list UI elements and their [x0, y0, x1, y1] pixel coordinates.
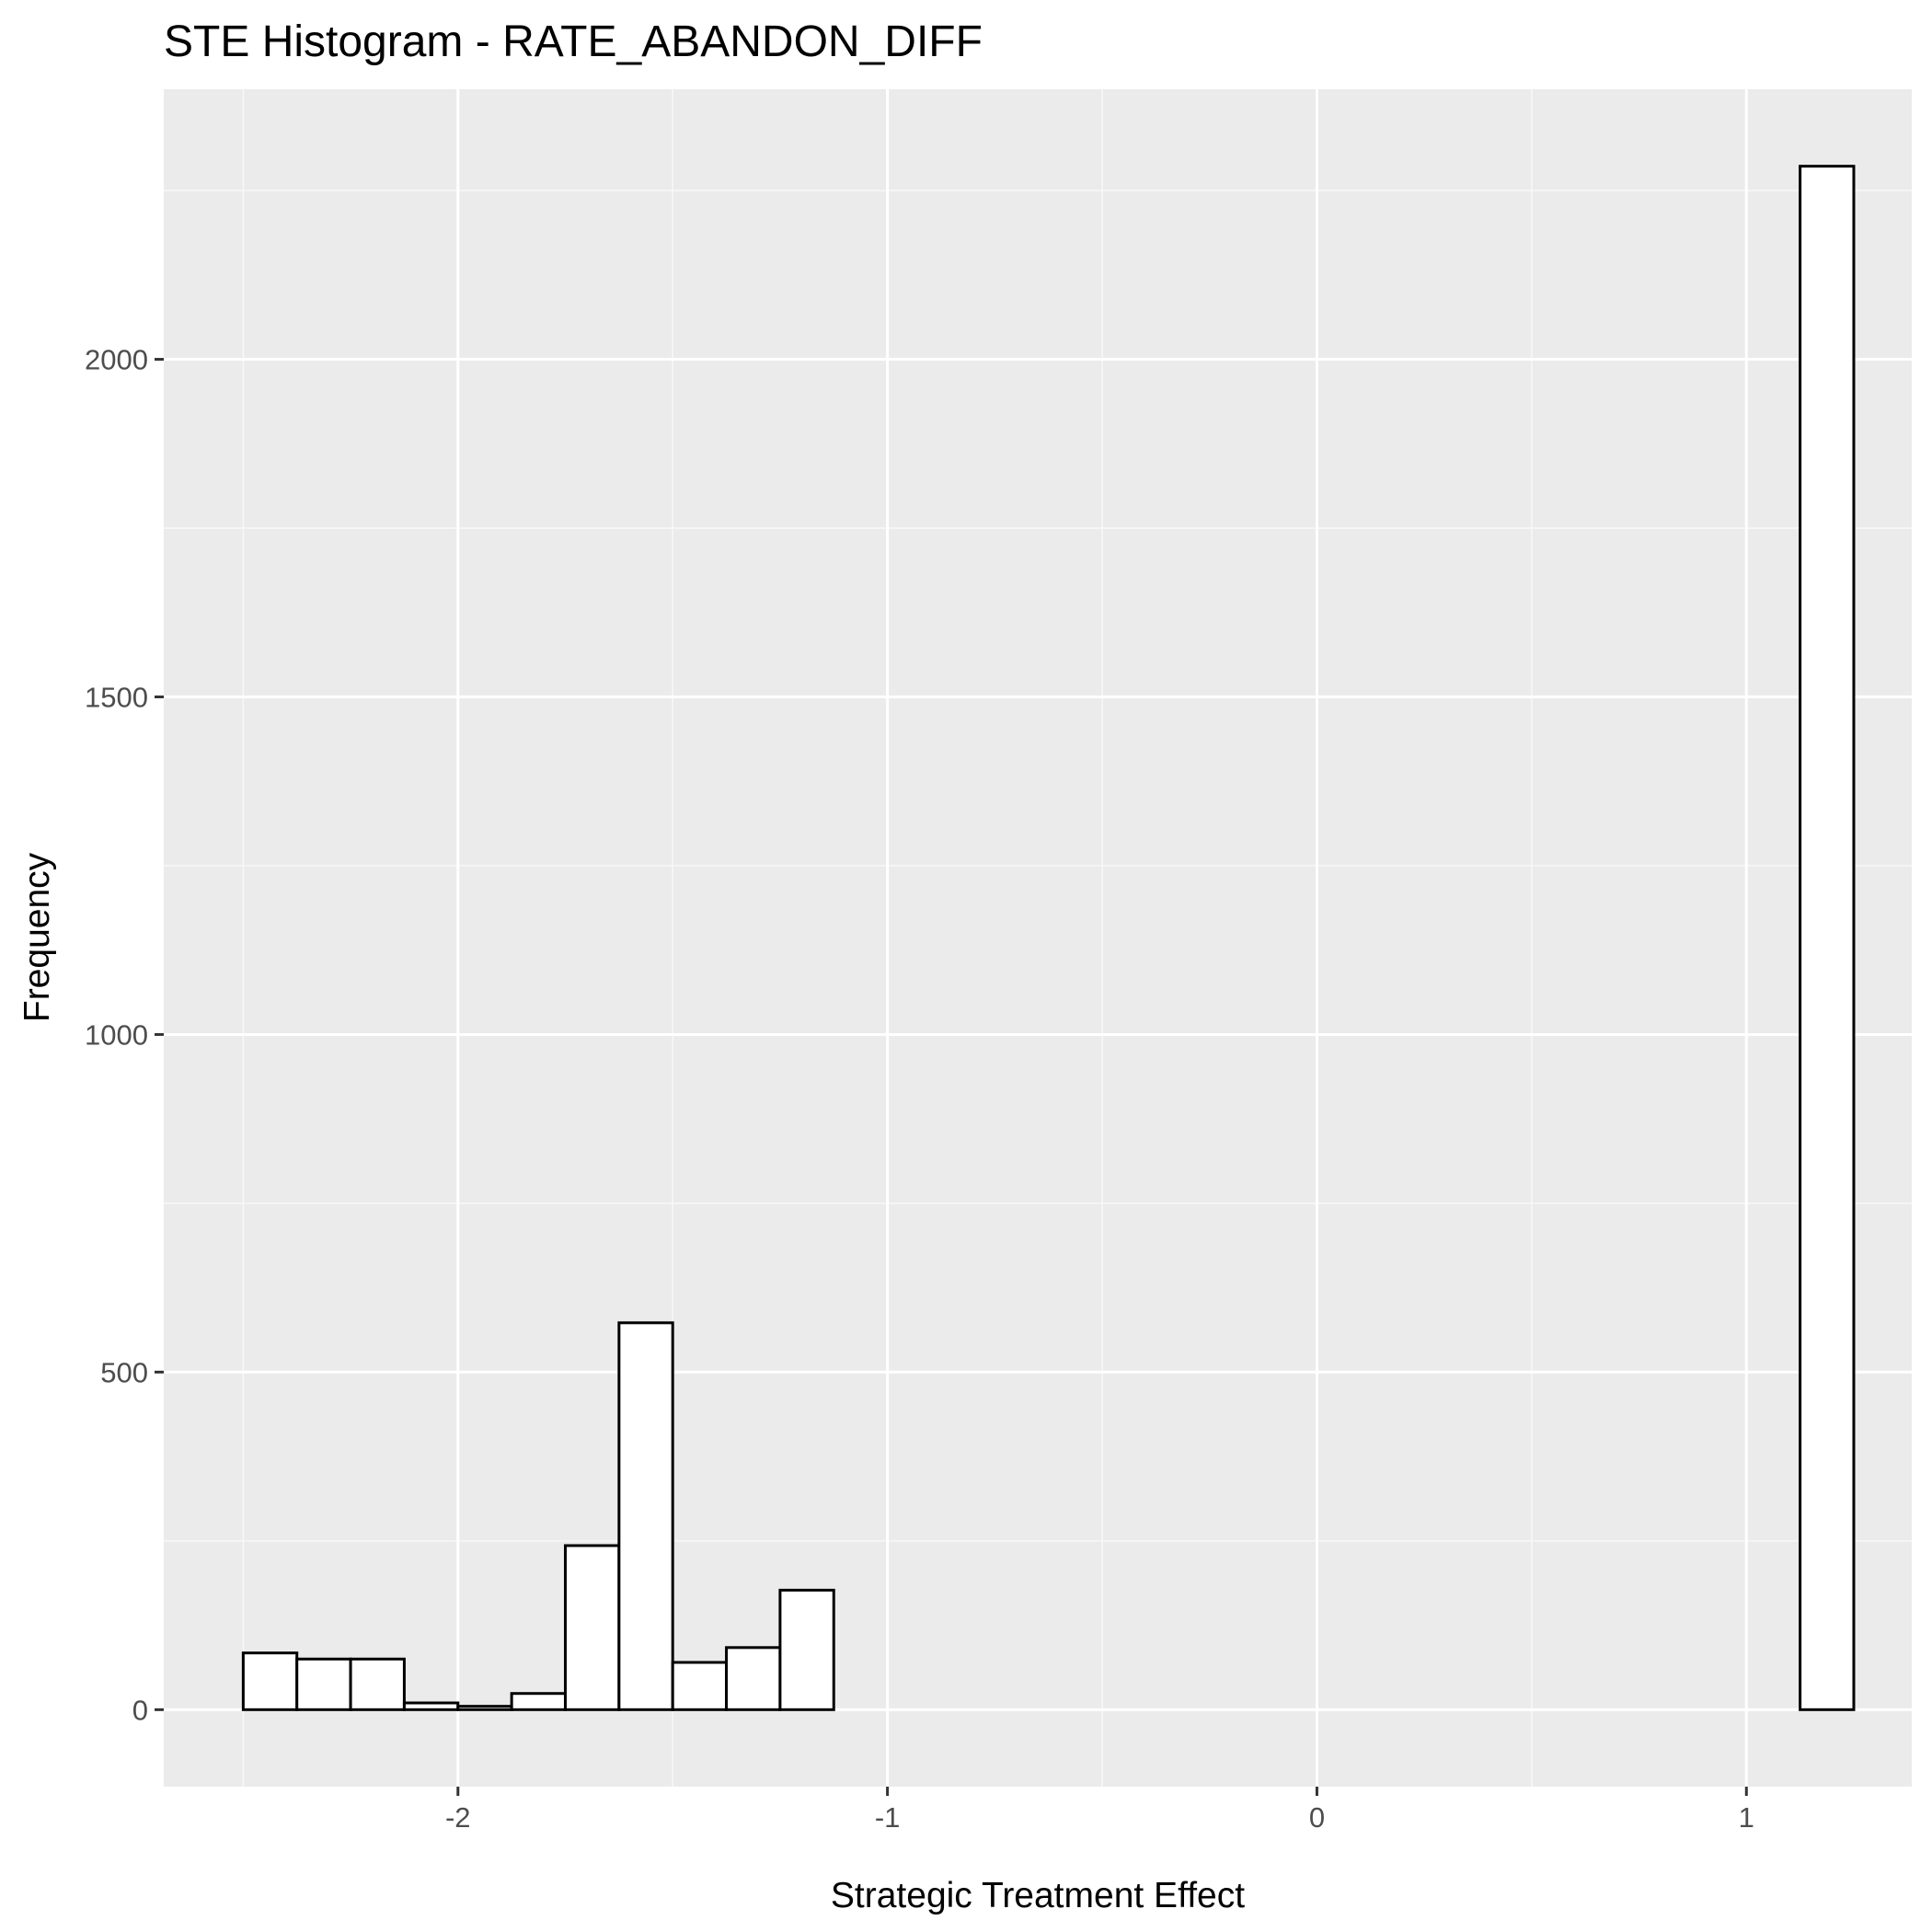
histogram-bar	[295, 1657, 352, 1711]
y-axis-title: Frequency	[17, 852, 57, 1022]
histogram-bar	[456, 1705, 513, 1711]
plot-panel	[164, 89, 1912, 1787]
x-tick-label: 0	[1309, 1801, 1325, 1834]
y-axis: 0 500 1000 1500 2000	[85, 344, 164, 1726]
histogram-bar	[241, 1651, 299, 1711]
minor-gridlines	[164, 89, 1912, 1787]
histogram-bar	[510, 1692, 567, 1711]
x-tick-label: -1	[875, 1801, 901, 1834]
major-gridlines	[164, 89, 1912, 1787]
y-tick-label: 1000	[85, 1018, 148, 1051]
histogram-bar	[402, 1701, 460, 1711]
histogram-bar	[349, 1657, 406, 1711]
y-tick-label: 0	[132, 1694, 148, 1726]
histogram-bar	[778, 1588, 835, 1711]
y-tick-label: 500	[100, 1356, 148, 1388]
x-axis: -2 -1 0 1	[445, 1787, 1754, 1834]
histogram-bar	[671, 1661, 729, 1711]
histogram-bar	[563, 1544, 621, 1711]
chart-title: STE Histogram - RATE_ABANDON_DIFF	[164, 17, 983, 66]
histogram-bar	[617, 1321, 674, 1711]
histogram-bar	[1799, 165, 1856, 1711]
x-tick-label: -2	[445, 1801, 471, 1834]
y-tick-label: 1500	[85, 682, 148, 714]
x-tick-label: 1	[1739, 1801, 1754, 1834]
histogram-bars	[241, 165, 1856, 1711]
x-axis-title: Strategic Treatment Effect	[831, 1876, 1245, 1915]
y-tick-label: 2000	[85, 344, 148, 376]
histogram-bar	[725, 1646, 782, 1711]
